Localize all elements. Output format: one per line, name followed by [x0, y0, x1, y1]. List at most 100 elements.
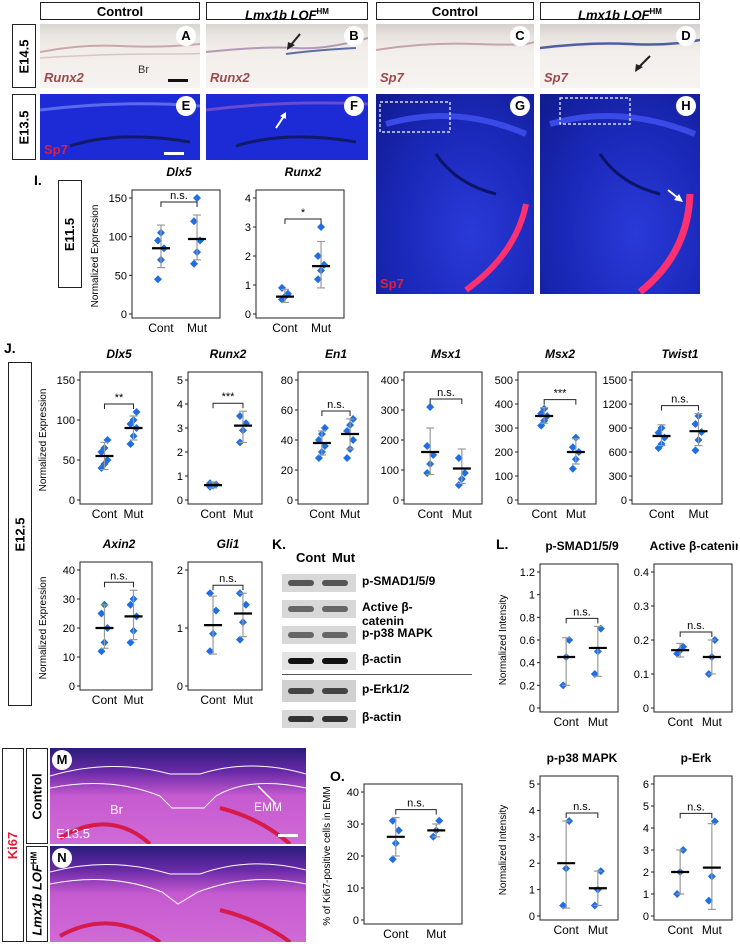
data-point	[571, 433, 580, 442]
band-label: p-Erk1/2	[362, 682, 410, 696]
x-tick-label: Mut	[124, 507, 145, 521]
x-tick-label: Cont	[383, 927, 409, 941]
significance-label: n.s.	[407, 798, 425, 810]
x-tick-label: Mut	[311, 321, 332, 335]
side-label-ki67: Ki67	[2, 748, 24, 942]
data-point	[190, 217, 199, 226]
panel-n-image: N	[50, 846, 306, 942]
y-tick-label: 0	[69, 681, 75, 693]
chart-j-axin2: Axin2 0 10 20 30 40 Normalized Expression Cont M…	[38, 537, 153, 707]
chart-title: p-p38 MAPK	[547, 751, 618, 765]
data-point	[103, 456, 112, 464]
y-tick-label: 150	[109, 193, 127, 205]
y-axis-label: Normalized Expression	[38, 389, 49, 492]
y-tick-label: 0.3	[634, 601, 649, 613]
y-tick-label: 40	[347, 787, 359, 799]
panel-e-image: E Sp7	[40, 94, 200, 160]
data-point	[206, 647, 215, 656]
significance-label: n.s.	[573, 606, 591, 618]
x-tick-label: Cont	[92, 507, 118, 521]
y-tick-label: 150	[57, 375, 75, 387]
y-tick-label: 60	[281, 405, 293, 417]
panel-d-gene: Sp7	[544, 70, 568, 85]
significance-bracket	[395, 809, 437, 815]
plot-frame	[403, 371, 483, 505]
y-tick-label: 50	[63, 455, 75, 467]
col-header-control-b: Control	[376, 2, 534, 20]
data-point	[206, 589, 215, 598]
panel-g-marker: Sp7	[380, 276, 404, 291]
y-tick-label: 300	[381, 405, 399, 417]
col-header-control-a: Control	[40, 2, 200, 20]
plot-frame	[539, 775, 619, 921]
data-point	[235, 412, 244, 420]
data-point	[691, 420, 700, 428]
side-label-mut: Lmx1b LOFHM	[26, 846, 48, 942]
y-tick-label: 1	[177, 623, 183, 635]
y-tick-label: 900	[609, 423, 627, 435]
significance-bracket	[543, 399, 577, 405]
y-tick-label: 6	[643, 779, 649, 791]
x-tick-label: Mut	[233, 693, 254, 707]
y-tick-label: 1	[177, 471, 183, 483]
row-label-e125: E12.5	[8, 362, 32, 706]
data-point	[153, 275, 162, 284]
plot-frame	[131, 189, 221, 319]
row-label-e115: E11.5	[58, 180, 82, 288]
panel-o-letter: O.	[330, 768, 345, 784]
plot-frame	[79, 371, 153, 505]
chart-j-en1: En1 0 20 40 60 80 Cont Mut n.s.	[281, 347, 369, 521]
panel-k-letter: K.	[272, 536, 286, 552]
x-tick-label: Mut	[688, 507, 709, 521]
y-tick-label: 600	[609, 447, 627, 459]
panel-f-image: F	[206, 94, 368, 160]
y-tick-label: 500	[495, 375, 513, 387]
panel-b-letter: B	[344, 26, 364, 46]
y-tick-label: 0	[177, 681, 183, 693]
panel-a-gene: Runx2	[44, 70, 84, 85]
data-point	[568, 464, 577, 473]
y-tick-label: 0	[393, 495, 399, 507]
y-tick-label: 0	[529, 911, 535, 923]
y-tick-label: 0	[643, 911, 649, 923]
band-label: p-SMAD1/5/9	[362, 574, 436, 588]
y-tick-label: 100	[57, 415, 75, 427]
panel-l-letter: L.	[496, 536, 509, 552]
y-axis-label: Normalized Expression	[38, 577, 49, 680]
data-point	[126, 600, 135, 609]
data-point	[349, 436, 358, 444]
x-tick-label: Cont	[667, 923, 693, 937]
significance-label: n.s.	[110, 570, 128, 582]
panel-e-letter: E	[176, 96, 196, 116]
data-point	[235, 635, 244, 644]
chart-title: Msx1	[431, 347, 461, 361]
y-axis-label: % of Ki67-positive cells in EMM	[322, 786, 333, 926]
x-tick-label: Cont	[309, 507, 335, 521]
chart-o-ki67: 0 10 20 30 40 % of Ki67-positive cells in EMM…	[322, 783, 463, 941]
side-label-control: Control	[26, 748, 48, 844]
col-header-mut-b: Lmx1b LOFHM	[540, 2, 700, 22]
panel-j-letter: J.	[4, 340, 16, 356]
col-header-mut-a: Lmx1b LOFHM	[206, 2, 368, 22]
plot-frame	[517, 371, 597, 505]
data-point	[126, 440, 135, 448]
significance-label: *	[301, 207, 306, 219]
y-tick-label: 0	[529, 703, 535, 715]
row-label-e135: E13.5	[12, 94, 36, 160]
chart-title: Msx2	[545, 347, 575, 361]
x-tick-label: Mut	[187, 321, 208, 335]
y-tick-label: 20	[347, 851, 359, 863]
chart-title: Runx2	[285, 165, 322, 179]
data-point	[388, 855, 397, 864]
y-tick-label: 2	[177, 447, 183, 459]
x-tick-label: Cont	[649, 507, 675, 521]
scale-bar	[278, 834, 298, 837]
data-point	[343, 454, 352, 462]
x-tick-label: Cont	[272, 321, 298, 335]
plot-frame	[539, 563, 619, 713]
chart-title: Axin2	[102, 537, 136, 551]
panel-c-letter: C	[510, 26, 530, 46]
y-tick-label: 0	[507, 495, 513, 507]
x-tick-label: Cont	[92, 693, 118, 707]
band-label: β-actin	[362, 710, 402, 724]
